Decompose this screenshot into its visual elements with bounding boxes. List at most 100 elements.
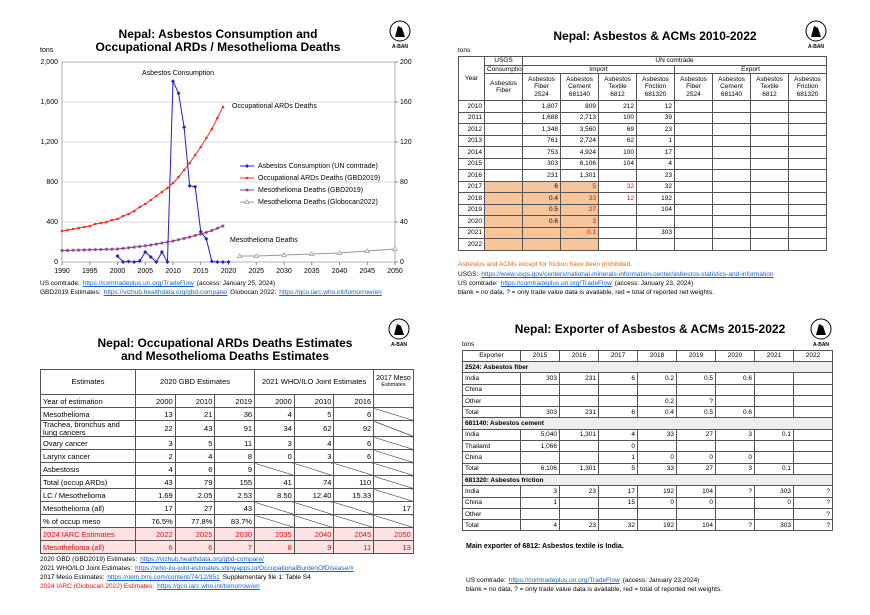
exporter-table: Exporter 2015 2016 2017 2018 2019 2020 2021 2022… [462,350,833,532]
column-name: Asbestos Fiber [528,75,555,91]
cell: 2050 [373,527,414,541]
source-line: 2024 IARC (Globocan 2022) Estimates: http… [40,582,357,591]
point [204,230,209,235]
cell: 12 [598,192,637,205]
x-tick-label: 1995 [82,268,98,275]
cell [598,383,638,396]
cell: 2000 [254,394,295,408]
cell: 2025 [174,527,216,541]
label: % of occup meso [40,514,136,528]
source-text: (access: January 23,2024) [622,577,700,584]
label: Thailand [462,440,521,453]
point [121,246,125,251]
row: Trachea, bronchus and lung cancers 22 43 91… [40,420,414,437]
point [193,233,197,238]
point [77,226,80,230]
logo: A-BAN [383,318,415,348]
point [143,250,148,254]
cell: 100 [598,111,637,124]
cell [373,462,414,476]
point [60,229,64,233]
point [71,248,75,252]
source-text: USGS: [458,271,479,278]
cell: 6 [174,540,216,554]
column-header: Asbestos Fiber 2524 [522,73,561,101]
column-code: 6812 [762,90,777,98]
label: Mesothelioma (all) [40,540,136,554]
year: 2013 [458,134,485,147]
cell [254,462,295,476]
cell [674,169,713,182]
cell: 192 [637,519,677,532]
cell: 41 [254,475,295,489]
cell [373,394,414,408]
cell: 231 [559,406,599,419]
logo-text: A-BAN [812,342,830,348]
cell: 2019 [214,394,256,408]
x-tick-label: 2000 [110,268,126,275]
cell [484,215,523,228]
header: Export [673,64,828,74]
point [116,217,119,221]
point [71,227,75,231]
point [132,245,136,249]
label: Total (occup ARDs) [40,475,136,489]
source-text: US comtrade: [40,280,80,287]
point [82,248,86,252]
source-text: 2020 GBD (GBD2019) Estimates: [40,556,138,563]
cell [712,134,751,147]
annotation: Asbestos Consumption [142,70,214,77]
point [221,224,225,228]
cell [712,169,751,182]
cell: 83.7% [214,514,256,528]
column-header: Asbestos Textile 6812 [750,73,789,101]
row: 2021 0.1 303 [458,226,828,239]
logo-icon [388,318,410,340]
cell [674,238,713,251]
cell [787,180,828,193]
cell [712,111,751,124]
cell: 1.69 [135,488,176,502]
cell: 0 [676,496,716,509]
cell: 91 [214,420,256,437]
link: https://gco.iarc.who.int/tomorrow/en [279,289,382,296]
row: 2010 1,807 809 212 12 [458,100,828,113]
cell [560,238,599,251]
acm-sources: USGS: https://www.usgs.gov/centers/nation… [458,270,777,297]
cell [750,238,789,251]
source-line: GBD2019 Estimates: https://vizhub.healthd… [40,288,385,297]
column-header: Asbestos Cement 681140 [712,73,751,101]
cell: 4 [293,436,335,450]
cell [793,406,833,419]
cell: 22 [135,420,176,437]
cell: 0 [254,449,295,463]
cell: 69 [598,123,637,136]
cell [598,507,638,521]
cell [293,514,335,528]
cell: 77.8% [174,514,216,528]
cell: 4 [598,428,638,442]
cell [254,514,295,528]
source-line: blank = no data, ? = only trade value da… [458,288,777,297]
x-tick-label: 2005 [137,268,153,275]
point [171,239,175,243]
cell: 5 [598,462,638,475]
point [166,186,169,190]
point [137,259,142,263]
source-line: US comtrade: https://comtradeplus.un.org/… [458,279,777,288]
cell: 6 [522,180,561,193]
cell [636,238,675,251]
cell: 0.2 [637,394,677,408]
cell [787,157,828,170]
cell: 2,713 [560,111,599,124]
cell: 155 [214,475,256,489]
cell: 74 [293,475,335,489]
cell: 100 [598,146,637,159]
cell: 4 [254,407,295,421]
cell: 2016 [333,394,375,408]
cell [598,203,637,216]
cell: 0.1 [754,462,794,475]
column-header: 2021 [754,350,794,362]
point [364,248,371,253]
label: Mesothelioma [40,407,136,421]
